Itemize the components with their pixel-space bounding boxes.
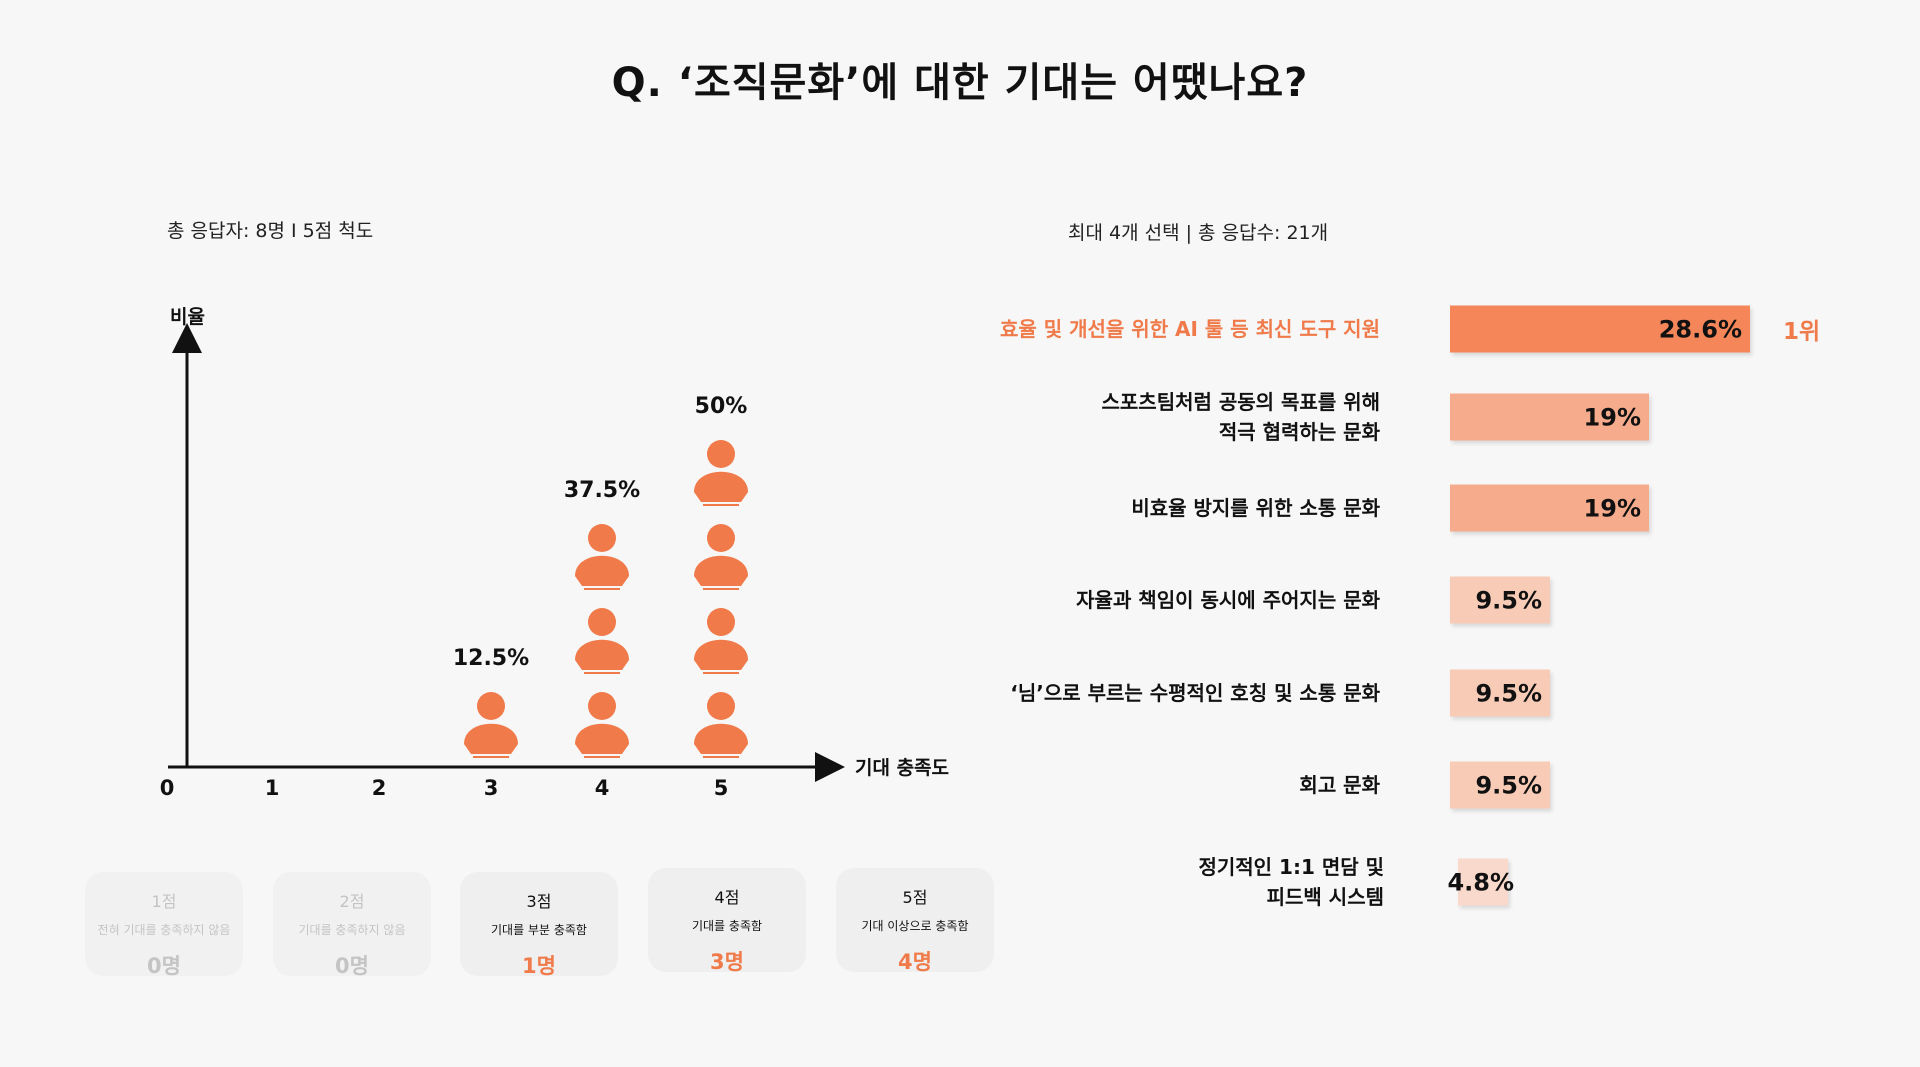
point-label: 12.5% bbox=[453, 646, 529, 671]
bar-value-label: 19% bbox=[1583, 494, 1641, 522]
x-tick-label: 1 bbox=[265, 776, 280, 800]
person-icon bbox=[464, 692, 518, 758]
right-subtitle: 최대 4개 선택 | 총 응답수: 21개 bbox=[1068, 222, 1329, 244]
bar-value-label: 4.8% bbox=[1447, 868, 1514, 896]
bar-row: 스포츠팀처럼 공동의 목표를 위해 적극 협력하는 문화 19% bbox=[960, 387, 1920, 447]
bar-value-label: 9.5% bbox=[1475, 771, 1542, 799]
bar: 28.6% bbox=[1450, 305, 1750, 353]
legend-description: 기대 이상으로 충족함 bbox=[861, 919, 969, 933]
bar-row: ‘님’으로 부르는 수평적인 호칭 및 소통 문화 9.5% bbox=[960, 663, 1920, 723]
bar-row: 효율 및 개선을 위한 AI 툴 등 최신 도구 지원 28.6% 1위 bbox=[960, 299, 1920, 359]
page-title: Q. ‘조직문화’에 대한 기대는 어땠나요? bbox=[611, 60, 1309, 106]
person-icon bbox=[575, 692, 629, 758]
x-axis-label: 기대 충족도 bbox=[855, 757, 949, 779]
bar: 9.5% bbox=[1450, 669, 1550, 717]
x-tick-label: 3 bbox=[484, 776, 499, 800]
legend-score: 3점 bbox=[526, 892, 552, 911]
bar-value-label: 9.5% bbox=[1475, 586, 1542, 614]
bar-category-label: 스포츠팀처럼 공동의 목표를 위해 적극 협력하는 문화 bbox=[1101, 390, 1381, 444]
bar-row: 비효율 방지를 위한 소통 문화 19% bbox=[960, 478, 1920, 538]
bar: 4.8% bbox=[1447, 858, 1514, 906]
legend-score: 5점 bbox=[902, 888, 928, 907]
legend-count: 1명 bbox=[522, 954, 556, 978]
legend-count: 0명 bbox=[147, 954, 181, 978]
left-subtitle: 총 응답자: 8명 I 5점 척도 bbox=[167, 220, 374, 242]
bar-value-label: 28.6% bbox=[1658, 315, 1742, 343]
x-tick-label: 2 bbox=[372, 776, 387, 800]
bar-value-label: 19% bbox=[1583, 403, 1641, 431]
x-tick-label: 4 bbox=[595, 776, 610, 800]
y-axis-label: 비율 bbox=[170, 306, 205, 328]
bar-category-label: ‘님’으로 부르는 수평적인 호칭 및 소통 문화 bbox=[1010, 681, 1380, 705]
person-icon bbox=[694, 692, 748, 758]
bar: 19% bbox=[1450, 484, 1649, 532]
bar-row: 자율과 책임이 동시에 주어지는 문화 9.5% bbox=[960, 570, 1920, 630]
legend-count: 4명 bbox=[898, 950, 932, 974]
bar: 19% bbox=[1450, 393, 1649, 441]
legend-score: 4점 bbox=[714, 888, 740, 907]
bar-category-label: 비효율 방지를 위한 소통 문화 bbox=[1131, 496, 1380, 520]
bar: 9.5% bbox=[1450, 576, 1550, 624]
legend-count: 3명 bbox=[710, 950, 744, 974]
bar-row: 정기적인 1:1 면담 및 피드백 시스템 4.8% bbox=[960, 852, 1920, 912]
person-icon bbox=[694, 524, 748, 590]
person-icon bbox=[575, 608, 629, 674]
x-tick-label: 0 bbox=[160, 776, 175, 800]
person-icon bbox=[694, 440, 748, 506]
bar-category-label: 효율 및 개선을 위한 AI 툴 등 최신 도구 지원 bbox=[1000, 317, 1380, 341]
legend-score: 1점 bbox=[151, 892, 177, 911]
legend-description: 기대를 충족하지 않음 bbox=[298, 923, 406, 937]
legend-score: 2점 bbox=[339, 892, 365, 911]
point-label: 37.5% bbox=[564, 478, 640, 503]
expectation-chart: 비율 기대 충족도 0 1 2 3 4 5 12.5% 37.5% 50% bbox=[160, 306, 949, 800]
legend-description: 기대를 부분 충족함 bbox=[491, 923, 587, 937]
bar-value-label: 9.5% bbox=[1475, 679, 1542, 707]
legend-description: 기대를 충족함 bbox=[691, 919, 763, 933]
person-icon bbox=[694, 608, 748, 674]
legend-count: 0명 bbox=[335, 954, 369, 978]
person-icon bbox=[575, 524, 629, 590]
bar-category-label: 회고 문화 bbox=[1299, 773, 1380, 797]
point-label: 50% bbox=[695, 394, 748, 419]
x-tick-label: 5 bbox=[714, 776, 729, 800]
bar-category-label: 자율과 책임이 동시에 주어지는 문화 bbox=[1076, 588, 1380, 612]
legend-description: 전혀 기대를 충족하지 않음 bbox=[97, 923, 231, 937]
bar-row: 회고 문화 9.5% bbox=[960, 755, 1920, 815]
rank-badge: 1위 bbox=[1783, 319, 1821, 345]
bar-category-label: 정기적인 1:1 면담 및 피드백 시스템 bbox=[1198, 855, 1384, 909]
bar: 9.5% bbox=[1450, 761, 1550, 809]
